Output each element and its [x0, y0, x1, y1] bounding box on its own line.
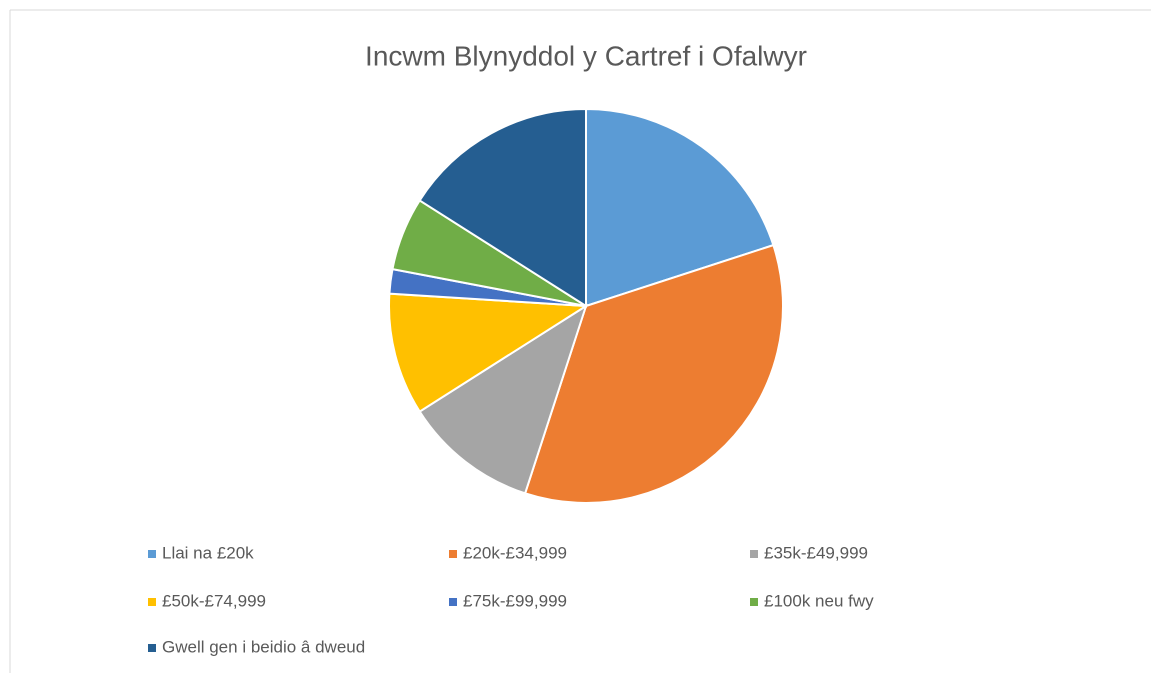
legend-label: £35k-£49,999: [764, 543, 868, 562]
pie-slice: [585, 107, 775, 308]
legend-swatch: [148, 644, 156, 652]
legend-label: £50k-£74,999: [162, 591, 266, 610]
chart-title: Incwm Blynyddol y Cartref i Ofalwyr: [365, 40, 807, 71]
pie-slice: [523, 243, 784, 504]
pie-slice: [418, 303, 588, 495]
legend-swatch: [449, 550, 457, 558]
legend-label: Gwell gen i beidio â dweud: [162, 637, 365, 656]
legend-label: Llai na £20k: [162, 543, 254, 562]
pie-slice: [418, 107, 587, 308]
legend-label: £20k-£34,999: [463, 543, 567, 562]
pie-slice: [388, 292, 590, 413]
legend-swatch: [148, 550, 156, 558]
legend-swatch: [750, 550, 758, 558]
legend-label: £100k neu fwy: [764, 591, 874, 610]
legend-swatch: [148, 598, 156, 606]
legend-swatch: [449, 598, 457, 606]
legend-swatch: [750, 598, 758, 606]
legend-label: £75k-£99,999: [463, 591, 567, 610]
